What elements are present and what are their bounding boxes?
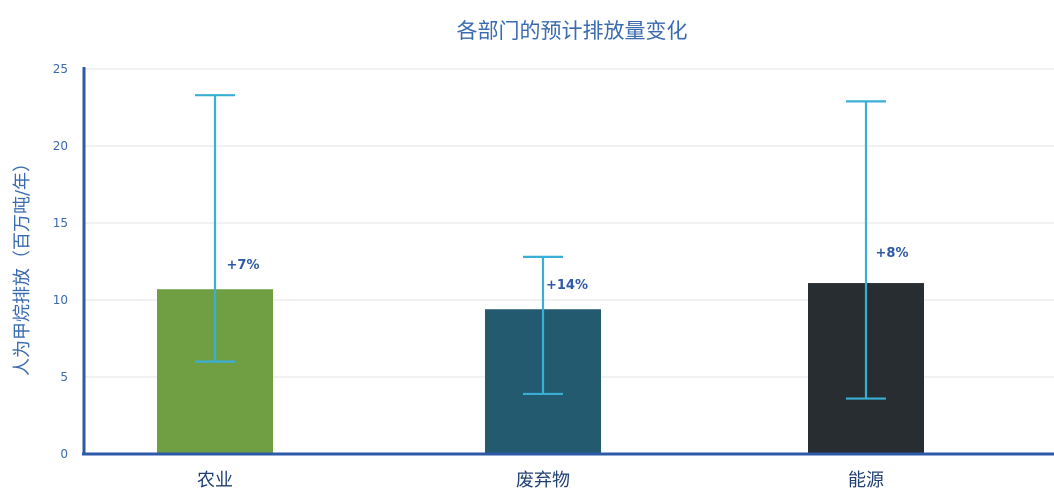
axes bbox=[82, 67, 1054, 456]
bar-annotations: +7% +14% +8% bbox=[227, 246, 909, 293]
y-axis-label: 人为甲烷排放（百万吨/年） bbox=[12, 154, 33, 376]
y-tick-label: 20 bbox=[53, 139, 68, 153]
bars bbox=[157, 283, 924, 454]
x-category-label: 能源 bbox=[848, 470, 884, 491]
y-tick-label: 0 bbox=[60, 447, 68, 461]
chart-title: 各部门的预计排放量变化 bbox=[457, 19, 688, 43]
x-category-label: 农业 bbox=[197, 470, 233, 491]
y-tick-label: 15 bbox=[53, 216, 68, 230]
y-tick-label: 25 bbox=[53, 62, 68, 76]
x-category-label: 废弃物 bbox=[516, 470, 570, 491]
bar-annotation: +7% bbox=[227, 258, 260, 273]
error-bars bbox=[195, 94, 886, 400]
y-tick-labels: 0 5 10 15 20 25 bbox=[53, 62, 68, 461]
bar-annotation: +8% bbox=[876, 246, 909, 261]
x-category-labels: 农业 废弃物 能源 bbox=[197, 470, 884, 491]
bar-annotation: +14% bbox=[546, 278, 588, 293]
y-tick-label: 10 bbox=[53, 293, 68, 307]
y-tick-label: 5 bbox=[60, 370, 68, 384]
